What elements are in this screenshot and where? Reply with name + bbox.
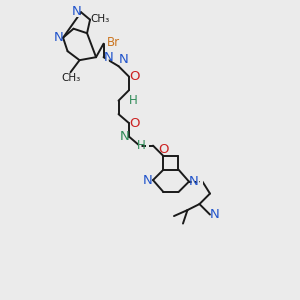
Text: CH₃: CH₃ (90, 14, 109, 24)
Text: O: O (129, 68, 144, 86)
Text: N: N (104, 51, 114, 64)
Text: O: O (158, 143, 169, 156)
Text: CH₃: CH₃ (56, 73, 85, 88)
Text: N: N (143, 174, 153, 187)
Text: N: N (119, 130, 129, 143)
Text: O: O (129, 117, 140, 130)
Text: N: N (210, 208, 220, 221)
Text: H: H (136, 139, 145, 152)
Text: Br: Br (106, 35, 127, 50)
Text: N: N (66, 3, 81, 21)
Text: H: H (129, 94, 138, 107)
Text: Br: Br (106, 36, 120, 49)
Text: O: O (129, 114, 144, 132)
Text: N: N (114, 128, 129, 146)
Text: N: N (104, 48, 119, 66)
Text: CH₃: CH₃ (90, 12, 119, 27)
Text: CH₃: CH₃ (61, 73, 80, 83)
Text: O: O (129, 70, 140, 83)
Text: O: O (156, 138, 171, 156)
Text: N: N (210, 206, 225, 224)
Text: N: N (189, 172, 204, 190)
Text: N: N (53, 31, 63, 44)
Text: N: N (138, 171, 153, 189)
Text: N: N (71, 5, 81, 18)
Text: N: N (189, 175, 199, 188)
Text: H: H (129, 93, 142, 108)
Text: N: N (48, 28, 63, 46)
Text: H: H (136, 138, 150, 153)
Text: N: N (118, 53, 128, 66)
Text: N: N (118, 48, 133, 66)
